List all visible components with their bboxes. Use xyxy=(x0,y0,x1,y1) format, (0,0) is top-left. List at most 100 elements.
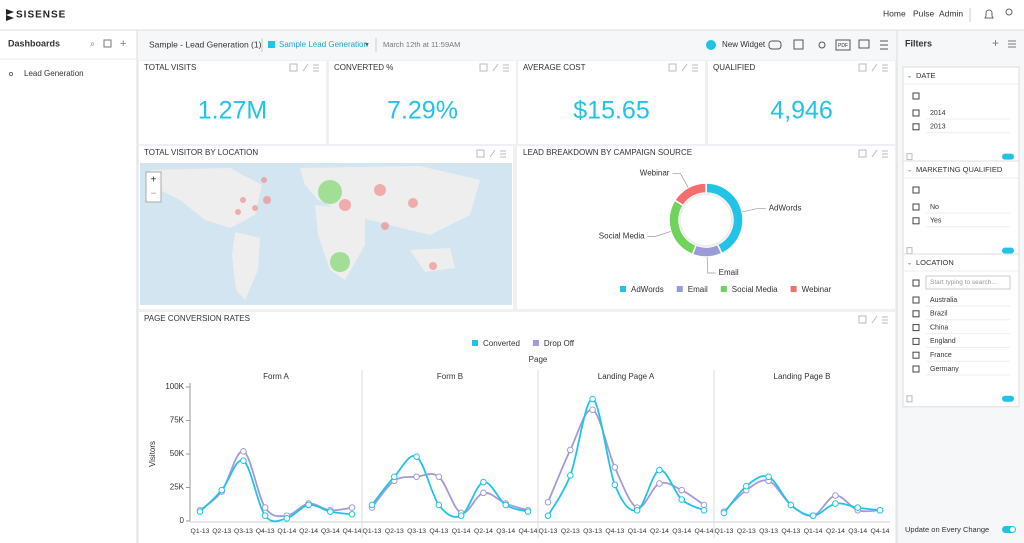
add-icon[interactable]: + xyxy=(120,38,126,50)
leader-line xyxy=(742,208,766,213)
checkbox[interactable] xyxy=(912,365,920,373)
menu-icon[interactable] xyxy=(880,40,888,50)
widget-icon[interactable] xyxy=(681,63,688,72)
widget-icon[interactable] xyxy=(871,63,878,72)
toggle[interactable] xyxy=(1002,153,1014,160)
widget-icon[interactable] xyxy=(858,315,867,324)
checkbox[interactable] xyxy=(912,337,920,345)
bubble xyxy=(318,180,342,204)
widget-icon[interactable] xyxy=(858,149,867,158)
data-point xyxy=(261,512,269,519)
widget-icon[interactable] xyxy=(289,63,298,72)
data-point xyxy=(326,508,334,515)
nav-link[interactable]: Pulse xyxy=(913,8,935,18)
widget-icon[interactable] xyxy=(871,149,878,158)
widget-icon[interactable] xyxy=(313,64,319,72)
toggle[interactable] xyxy=(1002,247,1014,254)
x-tick-label: Q2-14 xyxy=(474,528,493,535)
share-icon[interactable] xyxy=(818,41,826,49)
widget-title: LEAD BREAKDOWN BY CAMPAIGN SOURCE xyxy=(523,148,692,157)
widget-icon[interactable] xyxy=(858,63,867,72)
y-tick-label: 0 xyxy=(180,516,185,525)
checkbox[interactable] xyxy=(912,279,920,287)
dashboard-item[interactable]: Lead Generation xyxy=(24,69,84,78)
screen-icon[interactable] xyxy=(858,39,870,49)
nav-link[interactable]: Home xyxy=(883,8,906,18)
filter-icon xyxy=(906,153,913,161)
kpi-widget xyxy=(708,61,895,144)
data-point xyxy=(720,509,728,517)
dropdown-caret[interactable]: ▼ xyxy=(364,43,370,49)
filter-item[interactable]: China xyxy=(930,324,948,331)
pdf-box[interactable] xyxy=(835,39,851,51)
data-point xyxy=(435,501,443,509)
x-tick-label: Q4-13 xyxy=(781,528,800,535)
zoom-out[interactable]: − xyxy=(151,189,157,200)
user-icon[interactable] xyxy=(1005,8,1013,16)
filter-item[interactable]: 2013 xyxy=(930,124,946,131)
data-point xyxy=(413,453,420,460)
filter-item[interactable]: Brazil xyxy=(930,311,948,318)
widget-icon[interactable] xyxy=(882,316,888,324)
filter-item[interactable]: Yes xyxy=(930,218,942,225)
legend-label: Converted xyxy=(483,339,520,348)
widget-icon[interactable] xyxy=(492,63,499,72)
checkbox[interactable] xyxy=(912,351,920,359)
toggle[interactable] xyxy=(1002,395,1014,402)
datasource[interactable]: Sample Lead Generation xyxy=(279,40,368,49)
search-icon[interactable]: ⌕ xyxy=(90,38,95,48)
data-point xyxy=(765,473,772,481)
bell-icon[interactable] xyxy=(984,9,994,19)
x-tick-label: Q4-14 xyxy=(343,528,362,535)
updated: March 12th at 11:59AM xyxy=(383,40,460,49)
filter-item[interactable]: France xyxy=(930,352,952,359)
filters-menu[interactable] xyxy=(1008,40,1016,48)
filter-item[interactable]: Australia xyxy=(930,297,957,304)
data-point xyxy=(678,496,686,503)
widget-icon[interactable] xyxy=(871,315,878,324)
checkbox[interactable] xyxy=(912,92,920,100)
leader-line xyxy=(706,256,716,274)
filter-item[interactable]: Germany xyxy=(930,366,959,373)
widget-icon[interactable] xyxy=(479,63,488,72)
checkbox[interactable] xyxy=(912,186,920,194)
checkbox[interactable] xyxy=(912,203,920,211)
checkbox[interactable] xyxy=(912,324,920,332)
add-filter[interactable]: + xyxy=(992,36,999,50)
kpi-widget xyxy=(518,61,705,144)
map-land xyxy=(150,166,480,300)
filter-item[interactable]: No xyxy=(930,204,939,211)
widget-icon[interactable] xyxy=(476,149,485,158)
panel-label: Landing Page A xyxy=(598,372,655,381)
filter-item[interactable]: 2014 xyxy=(930,110,946,117)
zoom-in[interactable]: + xyxy=(151,175,157,186)
kpi-value: 7.29% xyxy=(387,97,458,125)
checkbox[interactable] xyxy=(912,296,920,304)
checkbox[interactable] xyxy=(912,217,920,225)
filter-item[interactable]: England xyxy=(930,338,956,345)
pdf-label[interactable]: PDF xyxy=(838,43,848,49)
new-widget[interactable]: New Widget xyxy=(722,40,766,49)
widget-icon[interactable] xyxy=(302,63,309,72)
y-tick-label: 100K xyxy=(165,382,184,391)
widget-icon[interactable] xyxy=(489,149,496,158)
edit-icon[interactable] xyxy=(103,39,112,48)
tool-icon[interactable] xyxy=(793,39,804,50)
widget-icon[interactable] xyxy=(503,64,509,72)
continent xyxy=(315,205,365,280)
bubble xyxy=(261,177,267,183)
checkbox[interactable] xyxy=(912,310,920,318)
search-input[interactable] xyxy=(925,275,1011,290)
widget-icon[interactable] xyxy=(692,64,698,72)
widget-icon[interactable] xyxy=(500,150,506,158)
checkbox[interactable] xyxy=(912,109,920,117)
new-widget-icon[interactable] xyxy=(706,40,716,50)
checkbox[interactable] xyxy=(912,123,920,131)
tool-icon[interactable] xyxy=(768,40,782,50)
x-tick-label: Q3-13 xyxy=(234,528,253,535)
x-tick-label: Q2-13 xyxy=(561,528,580,535)
nav-link[interactable]: Admin xyxy=(939,8,963,18)
widget-icon[interactable] xyxy=(882,64,888,72)
widget-icon[interactable] xyxy=(668,63,677,72)
widget-icon[interactable] xyxy=(882,150,888,158)
